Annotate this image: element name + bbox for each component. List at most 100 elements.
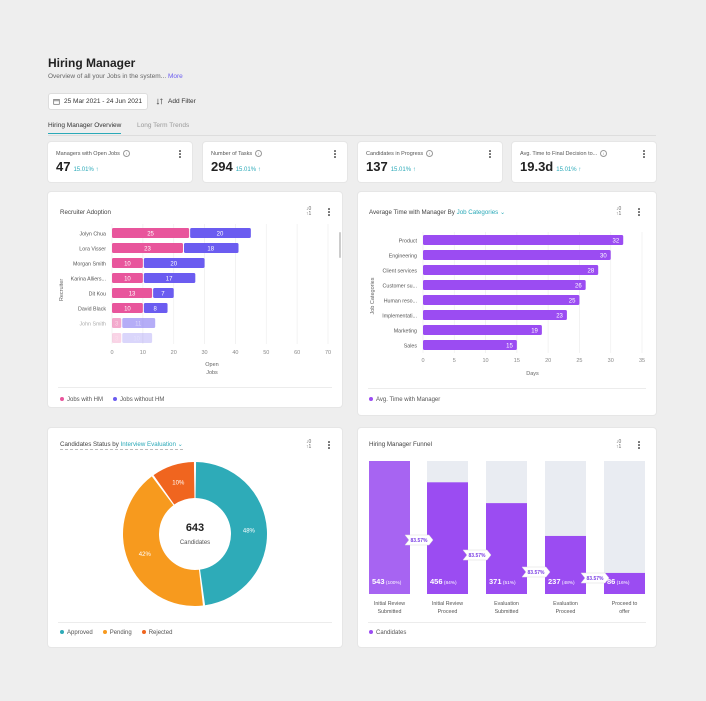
funnel-percent: (16%) bbox=[615, 580, 630, 586]
status-donut-chart: 48% 42% 10% bbox=[123, 462, 268, 606]
legend-item-without-hm[interactable]: Jobs without HM bbox=[113, 397, 164, 403]
kebab-menu-icon[interactable] bbox=[638, 441, 640, 450]
x-tick-label: 15 bbox=[514, 358, 520, 364]
slice-label: 10% bbox=[172, 481, 185, 487]
candidates-status-card: Candidates Status by Interview Evaluatio… bbox=[48, 428, 342, 647]
tab-hiring-manager-overview[interactable]: Hiring Manager Overview bbox=[48, 122, 122, 134]
info-icon[interactable]: i bbox=[255, 150, 263, 157]
kpi-value-text: 294 bbox=[211, 159, 233, 174]
date-range-picker[interactable]: 25 Mar 2021 - 24 Jun 2021 bbox=[48, 93, 148, 110]
info-icon[interactable]: i bbox=[426, 150, 434, 157]
funnel-bar bbox=[369, 461, 410, 594]
kebab-menu-icon[interactable] bbox=[179, 150, 181, 159]
legend-item-avg-time[interactable]: Avg. Time with Manager bbox=[369, 397, 440, 403]
x-tick-label: 35 bbox=[639, 358, 645, 364]
legend-item-rejected[interactable]: Rejected bbox=[141, 630, 172, 636]
y-tick-label: Lora Visser bbox=[79, 247, 106, 253]
bar-jobs-without-hm bbox=[190, 228, 251, 238]
legend-item-approved[interactable]: Approved bbox=[60, 630, 93, 636]
kpi-value: 47 15.01% ↑ bbox=[56, 159, 99, 174]
funnel-bar bbox=[604, 572, 645, 594]
kebab-menu-icon[interactable] bbox=[638, 208, 640, 217]
x-tick-label: 5 bbox=[453, 358, 456, 364]
funnel-category-label: Proceed bbox=[556, 609, 576, 615]
donut-slice-approved bbox=[195, 462, 268, 606]
legend-item-with-hm[interactable]: Jobs with HM bbox=[60, 397, 103, 403]
funnel-category-label: Proceed to bbox=[612, 601, 638, 607]
funnel-category-label: offer bbox=[619, 609, 630, 615]
kpi-card-avg-time: Avg. Time to Final Decision to... i 19.3d… bbox=[512, 142, 656, 182]
tab-long-term-trends[interactable]: Long Term Trends bbox=[137, 122, 190, 129]
data-label: 20 bbox=[170, 262, 177, 268]
info-icon[interactable]: i bbox=[600, 150, 608, 157]
donut-slice-rejected bbox=[153, 462, 195, 505]
kebab-menu-icon[interactable] bbox=[328, 441, 330, 450]
data-label: 7 bbox=[161, 292, 165, 298]
legend-label: Jobs with HM bbox=[67, 397, 104, 403]
kpi-change: 15.01% ↑ bbox=[391, 167, 416, 173]
kebab-menu-icon[interactable] bbox=[489, 150, 491, 159]
data-label: 13 bbox=[129, 292, 136, 298]
divider bbox=[368, 388, 646, 389]
bar-jobs-without-hm bbox=[183, 243, 239, 253]
funnel-bar bbox=[545, 535, 586, 594]
sort-icon[interactable]: ↓0 ↑1 bbox=[306, 206, 312, 217]
data-label: 20 bbox=[217, 232, 224, 238]
kebab-menu-icon[interactable] bbox=[334, 150, 336, 159]
interview-evaluation-dropdown[interactable]: Interview Evaluation ⌄ bbox=[121, 441, 183, 448]
data-label: 3 bbox=[115, 337, 119, 343]
data-label: 23 bbox=[556, 314, 563, 320]
legend-item-pending[interactable]: Pending bbox=[102, 630, 132, 636]
divider bbox=[368, 622, 646, 623]
divider bbox=[58, 387, 332, 388]
card-title-text: Candidates Status by bbox=[60, 441, 119, 448]
y-tick-label: Jolyn Chua bbox=[80, 232, 107, 238]
kpi-change: 15.01% ↑ bbox=[236, 167, 261, 173]
bar-jobs-with-hm bbox=[112, 303, 143, 313]
dropdown-label: Interview Evaluation bbox=[120, 441, 176, 448]
kpi-change-text: 15.01% bbox=[556, 167, 577, 173]
legend-item-candidates[interactable]: Candidates bbox=[369, 630, 406, 636]
kpi-value: 19.3d 15.01% ↑ bbox=[520, 159, 581, 174]
more-link[interactable]: More bbox=[167, 73, 183, 80]
y-tick-label: Morgan Smith bbox=[73, 262, 106, 268]
add-filter-button[interactable]: Add Filter bbox=[156, 93, 196, 110]
y-axis-label: Job Categories bbox=[370, 277, 376, 314]
data-label: 18 bbox=[207, 247, 214, 253]
kpi-title-text: Avg. Time to Final Decision to... bbox=[520, 150, 598, 157]
legend-label: Approved bbox=[67, 630, 93, 636]
conversion-label: 83.57% bbox=[528, 570, 546, 576]
y-tick-label: Human reso... bbox=[384, 299, 417, 305]
bar-jobs-without-hm bbox=[143, 303, 168, 313]
funnel-count: 543 bbox=[372, 577, 385, 586]
x-tick-label: 0 bbox=[110, 350, 113, 356]
card-title: Average Time with Manager By Job Categor… bbox=[369, 209, 505, 216]
chevron-down-icon: ⌄ bbox=[177, 441, 183, 448]
sort-icon[interactable]: ↓0 ↑1 bbox=[306, 439, 312, 450]
y-tick-label: Marketing bbox=[394, 329, 417, 335]
bar-jobs-without-hm bbox=[122, 333, 153, 343]
legend-label: Avg. Time with Manager bbox=[376, 397, 441, 403]
page-subtitle: Overview of all your Jobs in the system.… bbox=[48, 73, 183, 80]
kebab-menu-icon[interactable] bbox=[643, 150, 645, 159]
conversion-label: 83.57% bbox=[587, 576, 605, 582]
funnel-category-label: Initial Review bbox=[432, 601, 463, 607]
legend-label: Jobs without HM bbox=[120, 397, 165, 403]
chart-legend: Jobs with HM Jobs without HM bbox=[60, 397, 164, 403]
data-label: 10 bbox=[124, 277, 131, 283]
y-tick-label: Engineering bbox=[389, 254, 417, 260]
bar-avg-time bbox=[423, 325, 542, 335]
y-tick-label: Sales bbox=[404, 344, 418, 350]
job-categories-dropdown[interactable]: Job Categories ⌄ bbox=[457, 209, 506, 216]
data-label: 25 bbox=[147, 232, 154, 238]
bar-avg-time bbox=[423, 265, 599, 275]
donut-slice-pending bbox=[123, 476, 203, 606]
info-icon[interactable]: i bbox=[122, 150, 130, 157]
sort-icon[interactable]: ↓0 ↑1 bbox=[616, 206, 622, 217]
conversion-label: 83.57% bbox=[469, 553, 487, 559]
x-tick-label: 40 bbox=[232, 350, 238, 356]
funnel-category-label: Proceed bbox=[438, 609, 458, 615]
kpi-title: Candidates in Progress i bbox=[366, 150, 434, 157]
sort-icon[interactable]: ↓0 ↑1 bbox=[616, 439, 622, 450]
kebab-menu-icon[interactable] bbox=[328, 208, 330, 217]
